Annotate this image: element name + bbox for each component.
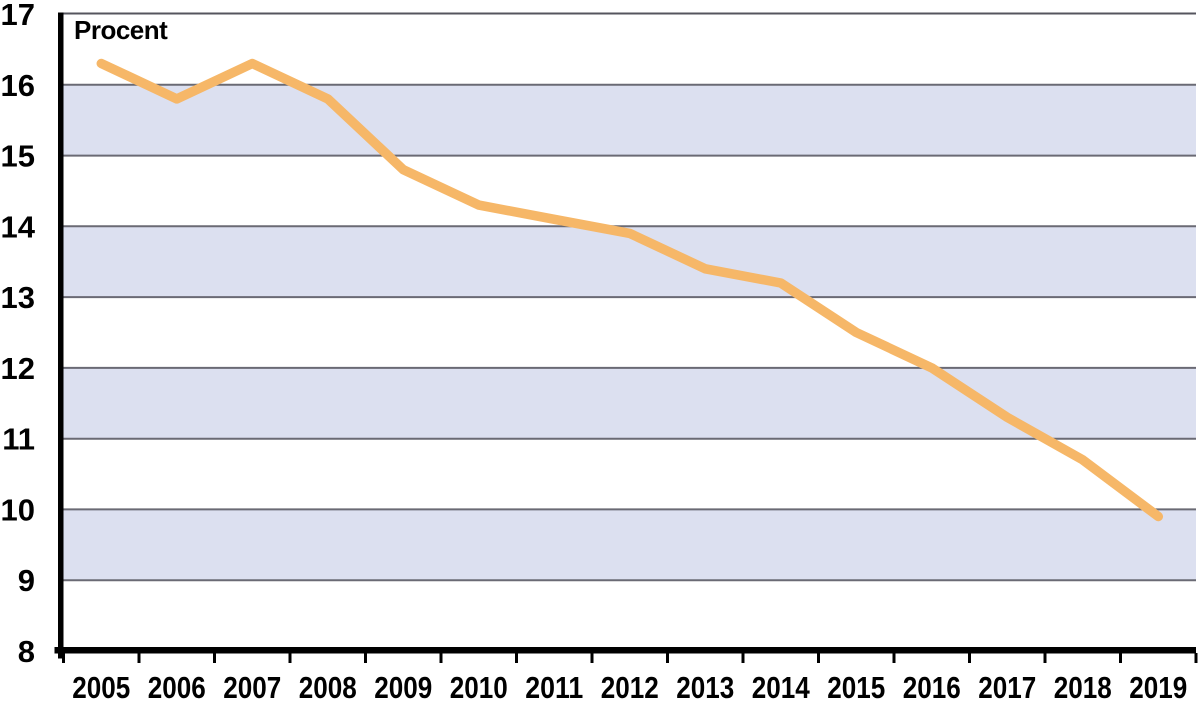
x-axis-tick bbox=[590, 653, 594, 663]
x-axis-tick-label: 2008 bbox=[299, 670, 357, 701]
x-axis-tick bbox=[817, 653, 820, 663]
x-axis-tick-label: 2017 bbox=[978, 670, 1036, 701]
x-axis-tick-label: 2018 bbox=[1054, 670, 1112, 701]
x-axis-tick-label: 2009 bbox=[374, 670, 432, 701]
x-axis-tick bbox=[666, 653, 669, 663]
x-axis-tick bbox=[892, 653, 896, 663]
x-axis-tick bbox=[515, 653, 518, 663]
y-axis-tick-label: 11 bbox=[2, 422, 35, 457]
x-axis-tick bbox=[288, 653, 292, 663]
x-axis-tick-label: 2019 bbox=[1129, 670, 1187, 701]
y-axis-tick-label: 10 bbox=[1, 492, 35, 527]
x-axis-tick bbox=[1119, 653, 1122, 663]
x-axis-tick bbox=[213, 653, 216, 663]
x-axis-tick-label: 2012 bbox=[601, 670, 659, 701]
x-axis-tick-label: 2006 bbox=[148, 670, 206, 701]
plot-band bbox=[63, 367, 1196, 439]
x-axis-tick-label: 2013 bbox=[676, 670, 734, 701]
y-axis-tick-label: 12 bbox=[1, 351, 35, 386]
x-axis-tick-label: 2015 bbox=[827, 670, 885, 701]
x-axis-tick bbox=[439, 653, 443, 663]
x-axis-tick-label: 2016 bbox=[903, 670, 961, 701]
y-axis-tick-label: 8 bbox=[18, 634, 35, 669]
x-axis-tick bbox=[1043, 653, 1047, 663]
y-axis-line bbox=[58, 12, 64, 659]
x-axis-tick-label: 2011 bbox=[525, 670, 583, 701]
x-axis-tick-label: 2014 bbox=[752, 670, 811, 701]
x-axis-tick-label: 2007 bbox=[223, 670, 281, 701]
y-axis-tick-label: 9 bbox=[18, 563, 35, 598]
x-axis-tick bbox=[62, 653, 65, 663]
y-axis-tick-label: 13 bbox=[1, 280, 35, 315]
x-axis-tick bbox=[741, 653, 745, 663]
x-axis-tick-label: 2005 bbox=[72, 670, 130, 701]
x-axis-tick bbox=[968, 653, 971, 663]
data-line-procent bbox=[96, 58, 1164, 522]
x-axis-tick bbox=[364, 653, 367, 663]
x-axis-tick bbox=[1194, 653, 1198, 663]
x-axis-tick bbox=[137, 653, 141, 663]
y-axis-tick-label: 14 bbox=[1, 209, 36, 244]
plot-band bbox=[63, 509, 1196, 581]
y-axis-tick-label: 16 bbox=[1, 68, 35, 103]
x-axis-tick-label: 2010 bbox=[450, 670, 508, 701]
x-axis-line bbox=[54, 647, 1196, 654]
y-axis-tick-label: 17 bbox=[1, 0, 35, 32]
plot-band bbox=[63, 84, 1196, 156]
y-axis-tick-label: 15 bbox=[1, 139, 35, 174]
y-axis-title: Procent bbox=[74, 15, 168, 45]
